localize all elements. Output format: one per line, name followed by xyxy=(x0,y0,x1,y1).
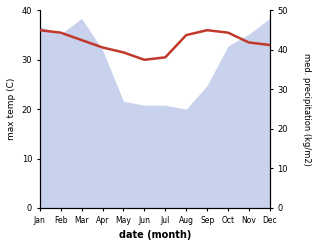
Y-axis label: med. precipitation (kg/m2): med. precipitation (kg/m2) xyxy=(302,53,311,165)
X-axis label: date (month): date (month) xyxy=(119,230,191,240)
Y-axis label: max temp (C): max temp (C) xyxy=(7,78,16,140)
